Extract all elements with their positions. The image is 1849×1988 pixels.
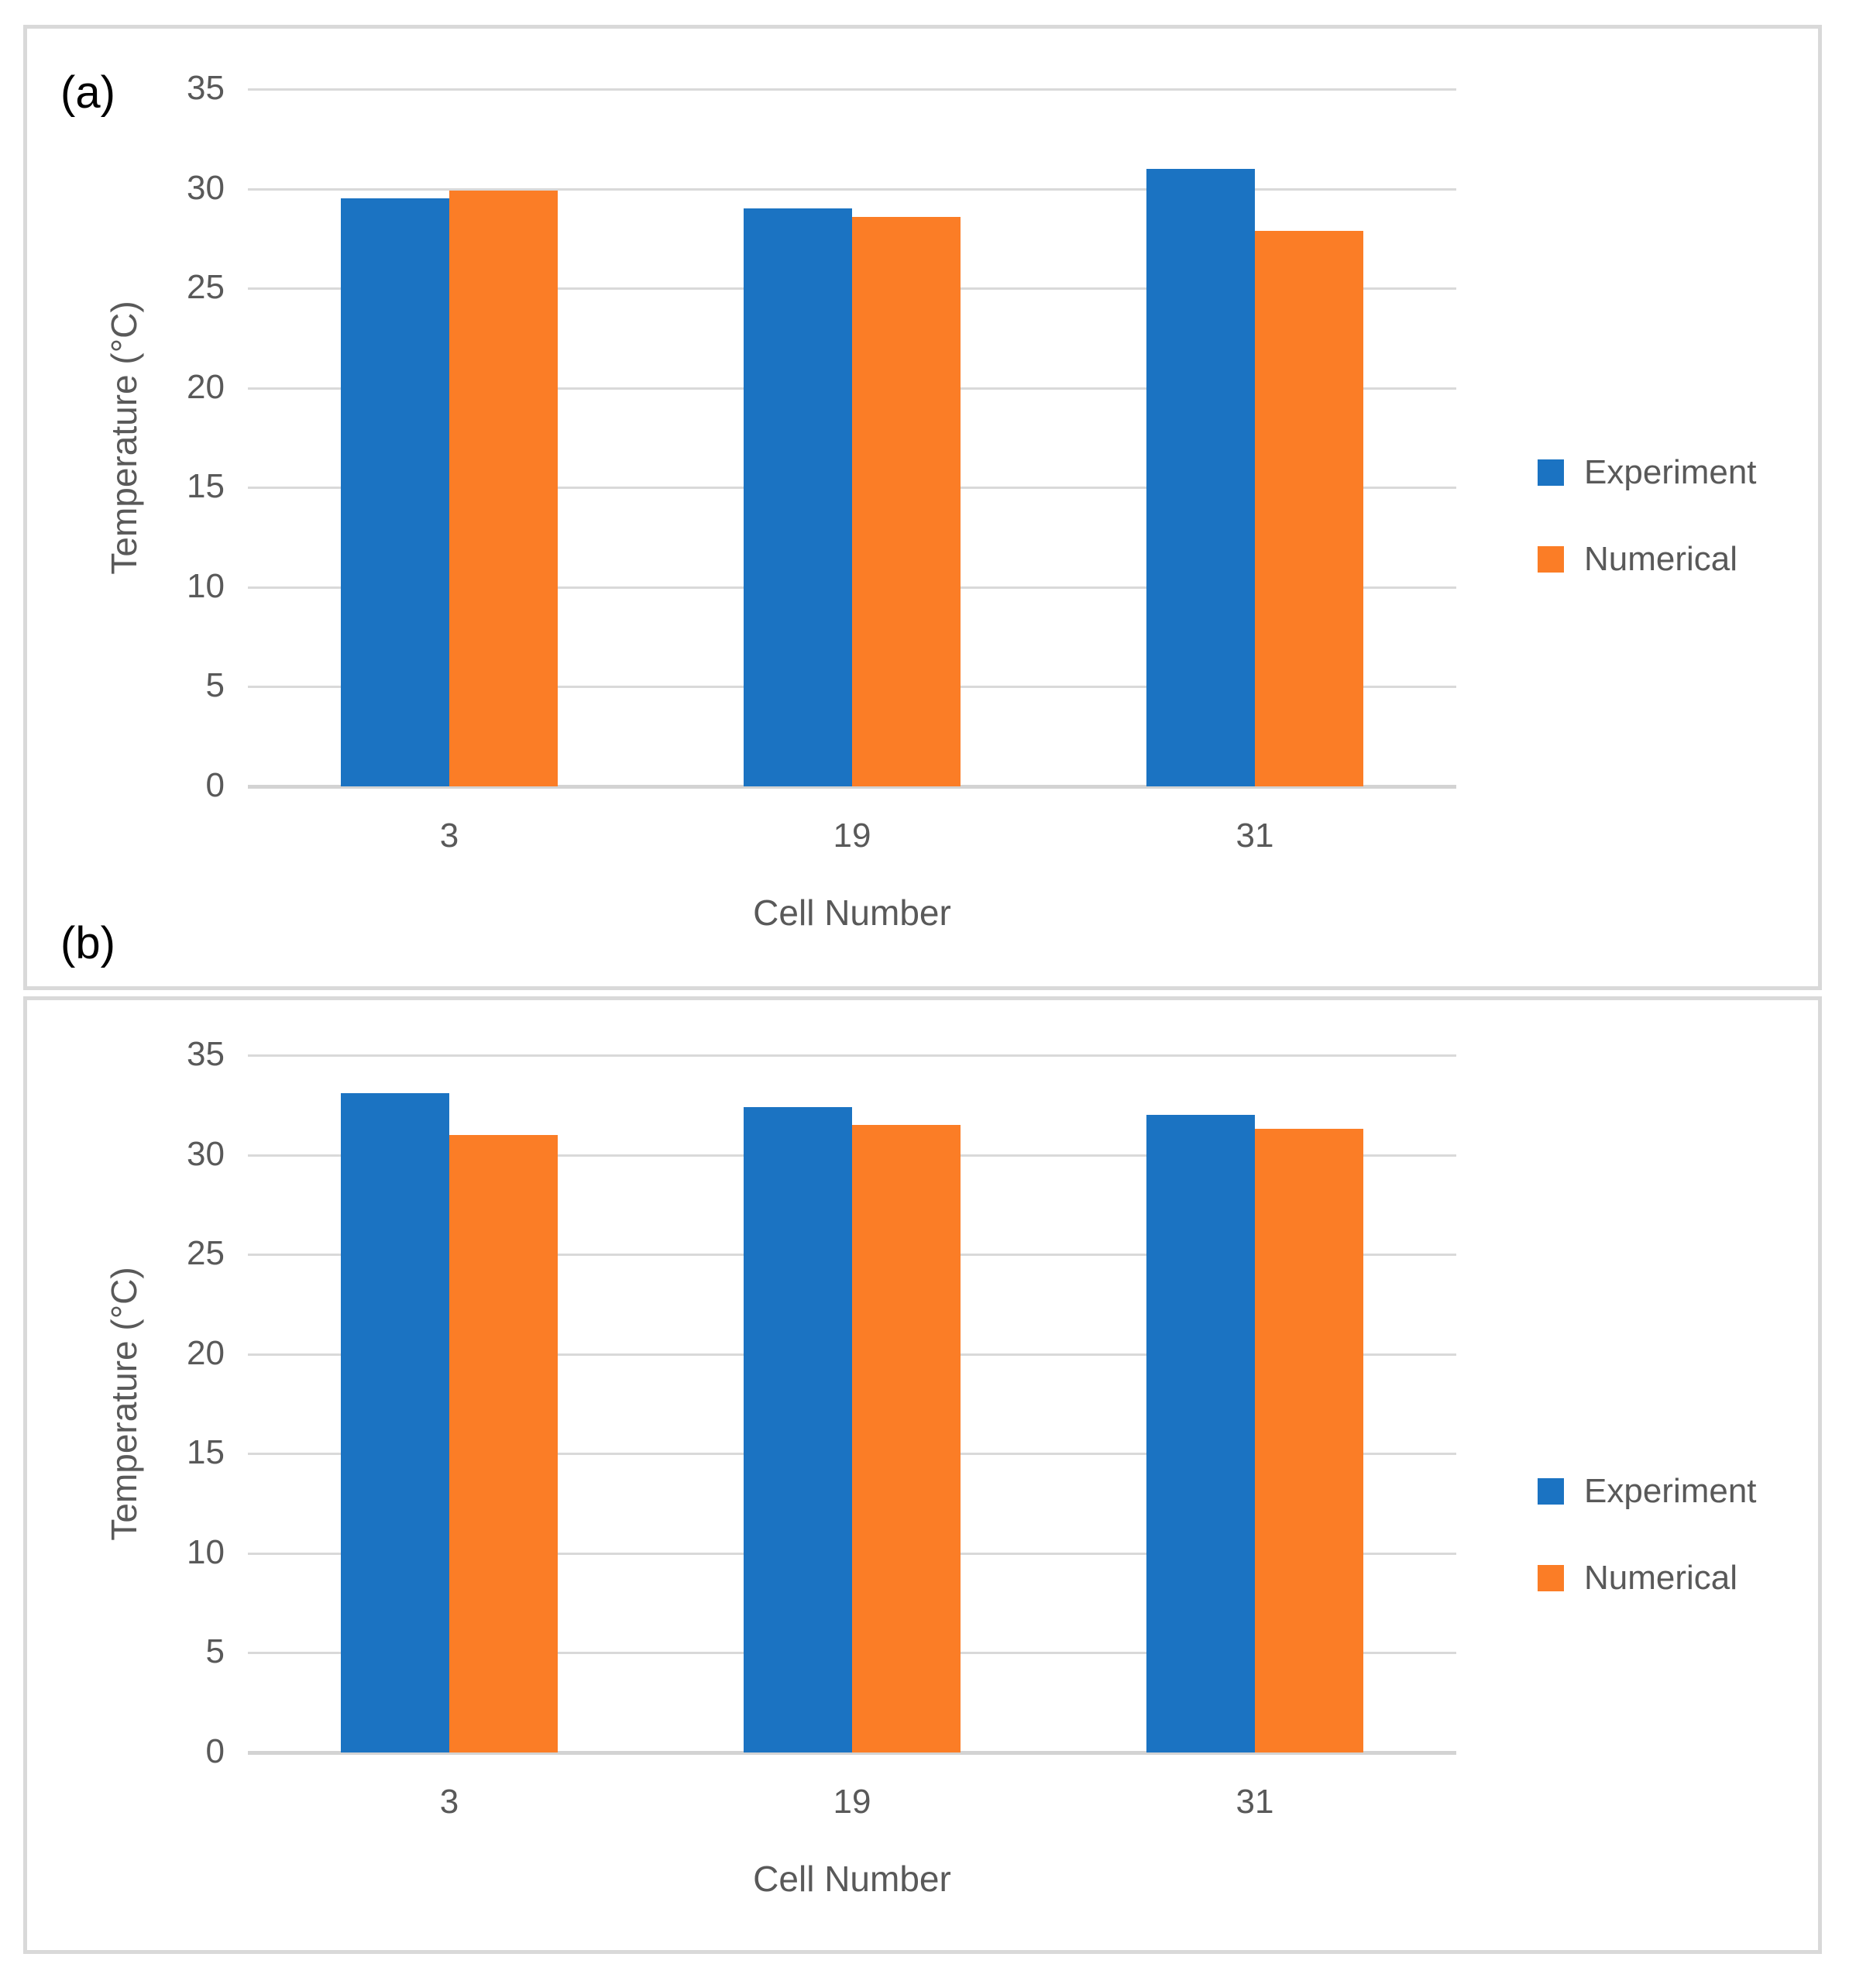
gridline-30 — [248, 187, 1456, 191]
y-axis-title: Temperature (°C) — [104, 301, 144, 575]
y-tick-label-35: 35 — [187, 1035, 225, 1074]
y-axis-title: Temperature (°C) — [104, 1267, 144, 1541]
y-tick-label-20: 20 — [187, 1333, 225, 1372]
bar-experiment-cell-19 — [744, 1106, 852, 1752]
bar-experiment-cell-3 — [341, 1092, 449, 1752]
legend-label-experiment: Experiment — [1584, 453, 1757, 491]
x-tick-label-3: 3 — [439, 817, 459, 855]
legend-label-numerical: Numerical — [1584, 540, 1738, 578]
legend-swatch-numerical — [1538, 546, 1564, 573]
legend-label-experiment: Experiment — [1584, 1472, 1757, 1510]
bar-experiment-cell-3 — [341, 198, 449, 786]
legend-item-numerical: Numerical — [1538, 1561, 1737, 1595]
bar-experiment-cell-19 — [744, 208, 852, 786]
x-tick-label-31: 31 — [1236, 1783, 1274, 1821]
y-tick-label-15: 15 — [187, 467, 225, 506]
y-tick-label-20: 20 — [187, 367, 225, 406]
y-tick-label-15: 15 — [187, 1433, 225, 1472]
bar-experiment-cell-31 — [1146, 1115, 1255, 1752]
legend-item-numerical: Numerical — [1538, 542, 1737, 576]
gridline-35 — [248, 1054, 1456, 1057]
y-tick-label-30: 30 — [187, 168, 225, 207]
x-tick-label-19: 19 — [833, 1783, 871, 1821]
legend-label-numerical: Numerical — [1584, 1559, 1738, 1597]
gridline-35 — [248, 88, 1456, 91]
bar-numerical-cell-19 — [852, 216, 961, 786]
y-tick-label-10: 10 — [187, 566, 225, 605]
y-tick-label-30: 30 — [187, 1134, 225, 1173]
y-tick-label-25: 25 — [187, 1234, 225, 1273]
x-axis-line — [248, 1751, 1456, 1755]
x-tick-label-3: 3 — [439, 1783, 459, 1821]
bar-numerical-cell-19 — [852, 1125, 961, 1752]
x-tick-label-31: 31 — [1236, 817, 1274, 855]
bar-numerical-cell-3 — [449, 1134, 558, 1752]
legend-item-experiment: Experiment — [1538, 1474, 1757, 1508]
x-axis-line — [248, 785, 1456, 789]
y-tick-label-5: 5 — [205, 1632, 225, 1671]
panel-a: 0 5 10 15 20 25 30 35 3 19 31 Cell Number Temperatur… — [23, 25, 1822, 990]
y-tick-label-25: 25 — [187, 268, 225, 307]
chart-a: 0 5 10 15 20 25 30 35 3 19 31 Cell Number Temperatur… — [27, 29, 1818, 986]
bar-numerical-cell-31 — [1255, 1129, 1363, 1752]
x-axis-title: Cell Number — [753, 893, 951, 933]
legend-swatch-experiment — [1538, 459, 1564, 486]
bar-experiment-cell-31 — [1146, 168, 1255, 786]
legend-swatch-numerical — [1538, 1565, 1564, 1591]
panel-b-label: (b) — [60, 918, 115, 968]
y-tick-label-5: 5 — [205, 666, 225, 705]
bar-numerical-cell-3 — [449, 191, 558, 786]
x-axis-title: Cell Number — [753, 1859, 951, 1899]
legend-item-experiment: Experiment — [1538, 456, 1757, 490]
y-tick-label-0: 0 — [205, 1732, 225, 1771]
chart-b: 0 5 10 15 20 25 30 35 3 19 31 Cell Number Temperatur… — [27, 1000, 1818, 1950]
y-tick-label-35: 35 — [187, 69, 225, 108]
y-tick-label-0: 0 — [205, 766, 225, 805]
panel-b: 0 5 10 15 20 25 30 35 3 19 31 Cell Number Temperatur… — [23, 996, 1822, 1954]
bar-numerical-cell-31 — [1255, 230, 1363, 786]
panel-a-label: (a) — [60, 67, 115, 118]
y-tick-label-10: 10 — [187, 1532, 225, 1571]
x-tick-label-19: 19 — [833, 817, 871, 855]
legend-swatch-experiment — [1538, 1478, 1564, 1505]
